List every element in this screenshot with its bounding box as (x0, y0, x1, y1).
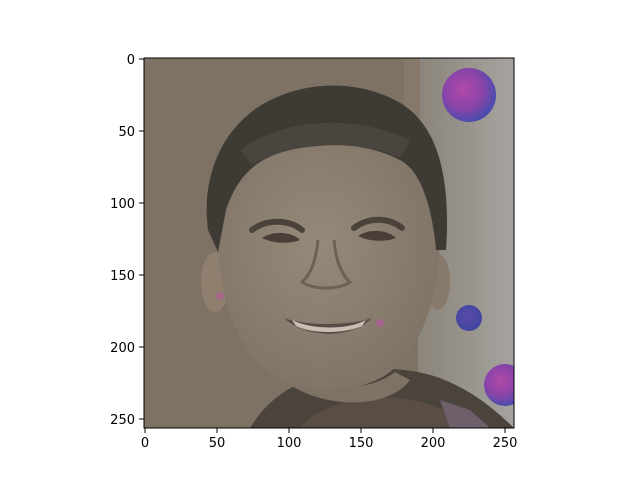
x-tick-label: 50 (209, 436, 226, 451)
y-tick-label: 50 (118, 125, 135, 140)
x-tick-label: 100 (277, 436, 302, 451)
y-tick-label: 200 (110, 341, 135, 356)
y-axis: 0 50 100 150 200 250 (110, 53, 144, 428)
x-tick-label: 0 (141, 436, 149, 451)
x-tick-label: 200 (421, 436, 446, 451)
x-tick-label: 150 (349, 436, 374, 451)
y-tick-label: 250 (110, 413, 135, 428)
y-tick-label: 0 (127, 53, 135, 68)
axes-frame (143, 57, 515, 429)
y-tick-label: 150 (110, 269, 135, 284)
x-tick-label: 250 (493, 436, 518, 451)
x-axis: 0 50 100 150 200 250 (141, 428, 518, 451)
y-tick-label: 100 (110, 197, 135, 212)
portrait-image (144, 58, 514, 428)
